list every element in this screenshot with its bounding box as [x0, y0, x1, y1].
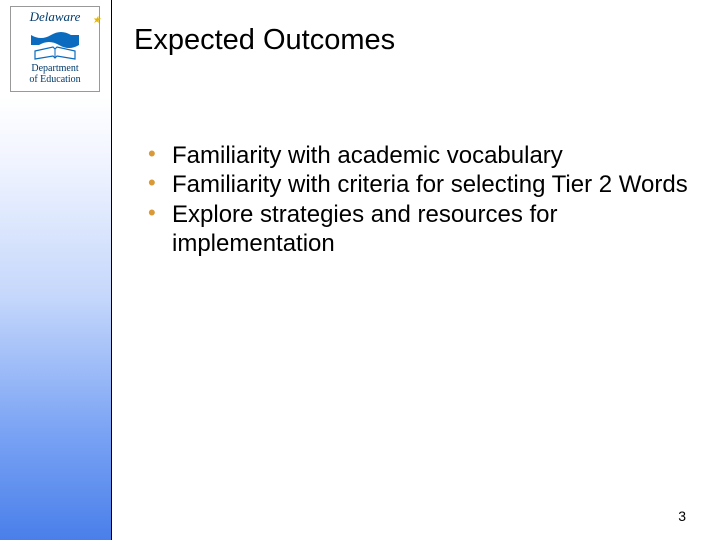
- list-item: Explore strategies and resources for imp…: [148, 200, 700, 259]
- logo-graphic-icon: [29, 27, 81, 61]
- bullet-text: Familiarity with academic vocabulary: [172, 142, 563, 169]
- logo-state-text: Delaware: [30, 9, 81, 24]
- sidebar-gradient: Delaware ★ Department of Education: [0, 0, 112, 540]
- star-icon: ★: [92, 15, 101, 26]
- org-logo: Delaware ★ Department of Education: [10, 6, 100, 92]
- logo-dept-line1: Department: [11, 63, 99, 74]
- bullet-text: Explore strategies and resources for imp…: [172, 201, 558, 257]
- logo-state-name: Delaware ★: [11, 9, 99, 25]
- bullet-list: Familiarity with academic vocabulary Fam…: [148, 141, 700, 258]
- page-title: Expected Outcomes: [134, 24, 700, 57]
- list-item: Familiarity with academic vocabulary: [148, 141, 700, 170]
- slide-content: Expected Outcomes Familiarity with acade…: [130, 0, 700, 540]
- page-number: 3: [678, 508, 686, 524]
- bullet-text: Familiarity with criteria for selecting …: [172, 171, 688, 198]
- logo-dept-line2: of Education: [11, 74, 99, 85]
- list-item: Familiarity with criteria for selecting …: [148, 170, 700, 199]
